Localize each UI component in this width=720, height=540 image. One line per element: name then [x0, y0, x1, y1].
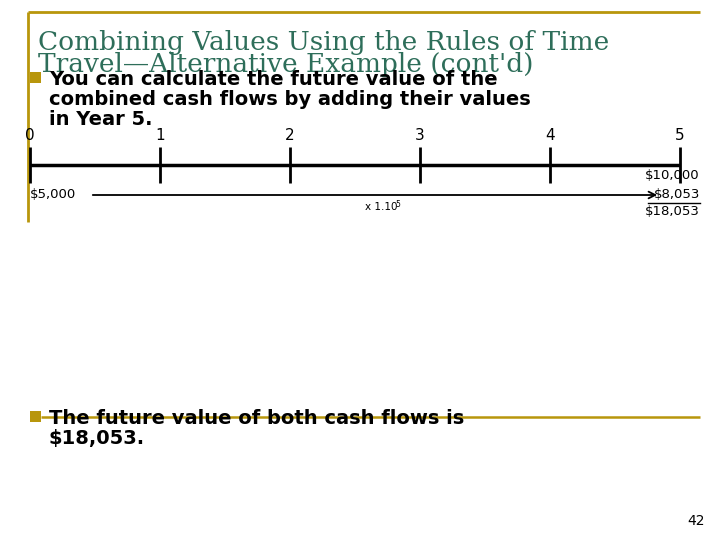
Text: 0: 0 [25, 128, 35, 143]
Bar [30, 72, 41, 83]
Text: $10,000: $10,000 [645, 169, 700, 182]
Text: $18,053: $18,053 [645, 205, 700, 218]
Text: 5: 5 [395, 200, 400, 209]
Bar [30, 411, 41, 422]
Text: in Year 5.: in Year 5. [49, 110, 153, 129]
Text: $5,000: $5,000 [30, 188, 76, 201]
Text: 3: 3 [415, 128, 425, 143]
Text: You can calculate the future value of the: You can calculate the future value of th… [49, 70, 498, 89]
Text: x 1.10: x 1.10 [365, 202, 397, 212]
Text: $18,053.: $18,053. [49, 429, 145, 448]
Text: $8,053: $8,053 [654, 188, 700, 201]
Text: combined cash flows by adding their values: combined cash flows by adding their valu… [49, 90, 531, 109]
Text: 42: 42 [688, 514, 705, 528]
Text: 5: 5 [675, 128, 685, 143]
Text: 4: 4 [545, 128, 555, 143]
Text: The future value of both cash flows is: The future value of both cash flows is [49, 409, 464, 428]
Text: 1: 1 [156, 128, 165, 143]
Text: Travel—Alternative Example (cont'd): Travel—Alternative Example (cont'd) [38, 52, 534, 77]
Text: Combining Values Using the Rules of Time: Combining Values Using the Rules of Time [38, 30, 609, 55]
Text: 2: 2 [285, 128, 294, 143]
